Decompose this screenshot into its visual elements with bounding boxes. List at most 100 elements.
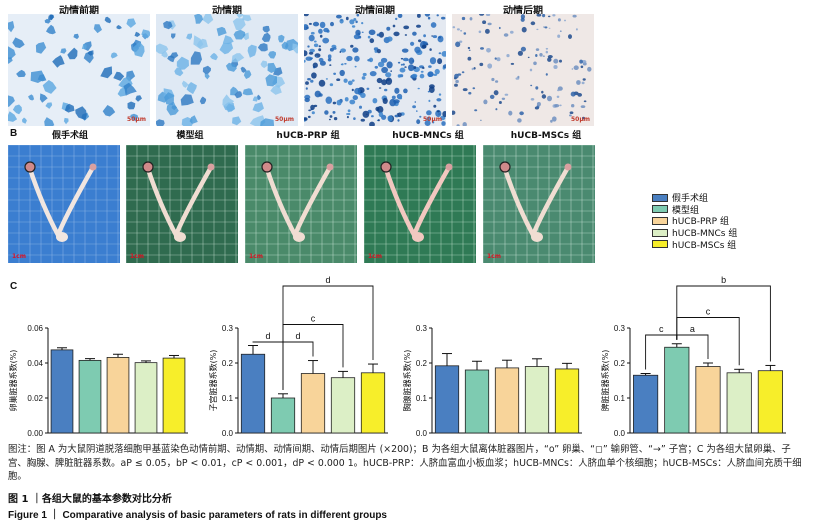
legend-swatch xyxy=(652,216,668,225)
y-tick-label: 0.2 xyxy=(416,359,428,368)
legend-item: hUCB-PRP 组 xyxy=(652,215,737,227)
figure-caption: 图注：图 A 为大鼠阴道脱落细胞甲基蓝染色动情前期、动情期、动情间期、动情后期图… xyxy=(8,444,802,483)
bar xyxy=(50,349,74,434)
bar xyxy=(633,374,659,434)
y-tick-label: 0.0 xyxy=(416,429,428,438)
y-tick-label: 0.02 xyxy=(27,394,43,403)
significance-label: c xyxy=(311,314,316,324)
bar xyxy=(757,370,783,434)
scale-bar-label: 50μm xyxy=(570,116,590,123)
organ-photo: 1cm xyxy=(364,145,476,263)
organ-photo: 1cm xyxy=(483,145,595,263)
photo-title: 假手术组 xyxy=(51,131,88,141)
bar xyxy=(695,366,721,434)
legend-swatch xyxy=(652,240,668,249)
legend-label: hUCB-PRP 组 xyxy=(672,217,729,228)
bar-chart-1: 0.00 0.02 0.04 0.06 卵巢脏器系数(%) xyxy=(6,262,196,447)
significance-label: d xyxy=(325,275,330,285)
legend-item: hUCB-MNCs 组 xyxy=(652,227,737,239)
bar xyxy=(494,367,520,434)
y-axis-label: 子宫脏器系数(%) xyxy=(208,350,218,412)
bar xyxy=(134,362,158,434)
y-tick-label: 0.06 xyxy=(27,324,43,333)
organ-photo: 1cm xyxy=(245,145,357,263)
legend-label: 假手术组 xyxy=(672,194,709,205)
figure-title-en: Figure 1 ｜ Comparative analysis of basic… xyxy=(8,510,387,521)
photo-title: hUCB-PRP 组 xyxy=(276,131,340,141)
legend-swatch xyxy=(652,228,668,237)
y-tick-label: 0.0 xyxy=(614,429,626,438)
significance-label: d xyxy=(295,331,300,341)
significance-label: c xyxy=(706,307,711,317)
significance-bracket xyxy=(676,285,771,362)
significance-label: c xyxy=(659,324,664,334)
photo-scale-label: 1cm xyxy=(12,253,26,260)
legend-swatch xyxy=(652,193,668,202)
y-tick-label: 0.2 xyxy=(222,359,234,368)
bar-chart-3: 0.0 0.1 0.2 0.3 胸腺脏器系数(%) xyxy=(400,262,590,447)
y-tick-label: 0.3 xyxy=(416,324,428,333)
y-tick-label: 0.1 xyxy=(614,394,626,403)
micrograph-image: 50μm xyxy=(452,14,594,126)
micrograph-title: 动情前期 xyxy=(59,6,99,17)
significance-bracket xyxy=(282,285,374,390)
micrograph-title: 动情后期 xyxy=(503,6,543,17)
legend-item: 假手术组 xyxy=(652,192,737,204)
legend-label: hUCB-MNCs 组 xyxy=(672,229,738,240)
legend-item: hUCB-MSCs 组 xyxy=(652,238,737,251)
micrograph-title: 动情间期 xyxy=(355,6,395,17)
photo-title: hUCB-MSCs 组 xyxy=(510,131,582,141)
significance-label: a xyxy=(690,324,695,334)
bar xyxy=(524,366,550,434)
bar xyxy=(464,369,490,434)
photo-title: 模型组 xyxy=(176,131,204,141)
bar xyxy=(78,359,102,434)
panel-c-letter: C xyxy=(10,281,18,292)
panel-b-letter: B xyxy=(10,128,18,139)
y-axis-label: 脾脏脏器系数(%) xyxy=(600,350,610,412)
bar xyxy=(434,365,460,434)
bar xyxy=(270,397,296,434)
scale-bar-label: 50μm xyxy=(422,116,442,123)
micrograph-title: 动情期 xyxy=(212,6,242,17)
micrograph-image: 50μm xyxy=(304,14,446,126)
photo-scale-label: 1cm xyxy=(368,253,382,260)
y-tick-label: 0.3 xyxy=(222,324,234,333)
y-axis-label: 卵巢脏器系数(%) xyxy=(8,350,18,412)
significance-label: d xyxy=(265,331,270,341)
bar xyxy=(240,353,266,434)
bar xyxy=(726,372,752,434)
legend-label: 模型组 xyxy=(672,205,700,216)
y-tick-label: 0.0 xyxy=(222,429,234,438)
bar xyxy=(106,357,130,434)
significance-label: b xyxy=(721,275,726,285)
scale-bar-label: 50μm xyxy=(126,116,146,123)
organ-photo: 1cm xyxy=(8,145,120,263)
micrograph-image: 50μm xyxy=(156,14,298,126)
y-tick-label: 0.2 xyxy=(614,359,626,368)
scale-bar-label: 50μm xyxy=(274,116,294,123)
photo-title: hUCB-MNCs 组 xyxy=(392,131,464,141)
bar xyxy=(554,368,580,434)
y-axis-label: 胸腺脏器系数(%) xyxy=(402,350,412,412)
legend-swatch xyxy=(652,205,668,214)
y-tick-label: 0.1 xyxy=(416,394,428,403)
legend-label: hUCB-MSCs 组 xyxy=(672,240,737,251)
photo-scale-label: 1cm xyxy=(487,253,501,260)
y-tick-label: 0.04 xyxy=(27,359,43,368)
micrograph-image: 50μm xyxy=(8,14,150,126)
organ-photo: 1cm xyxy=(126,145,238,263)
photo-scale-label: 1cm xyxy=(249,253,263,260)
y-tick-label: 0.00 xyxy=(27,429,43,438)
bar-chart-4: 0.0 0.1 0.2 0.3 脾脏脏器系数(%) c a c b xyxy=(600,262,794,447)
bar xyxy=(300,373,326,434)
y-tick-label: 0.3 xyxy=(614,324,626,333)
legend-item: 模型组 xyxy=(652,204,737,216)
figure-title-zh: 图 1 ｜各组大鼠的基本参数对比分析 xyxy=(8,494,172,505)
y-tick-label: 0.1 xyxy=(222,394,234,403)
photo-scale-label: 1cm xyxy=(130,253,144,260)
bar xyxy=(162,357,186,434)
bar xyxy=(664,346,690,434)
bar xyxy=(330,377,356,434)
bar xyxy=(360,372,386,434)
